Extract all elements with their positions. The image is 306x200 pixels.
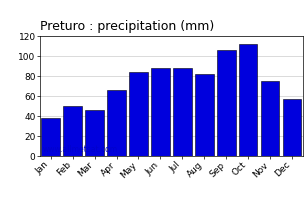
Bar [129,72,148,156]
Text: www.allmetsat.com: www.allmetsat.com [43,145,118,154]
Bar [239,44,257,156]
Bar [217,50,236,156]
Bar [173,68,192,156]
Bar [195,74,214,156]
Bar [151,68,170,156]
Bar [41,118,60,156]
Text: Preturo : precipitation (mm): Preturo : precipitation (mm) [40,20,214,33]
Bar [283,99,301,156]
Bar [107,90,126,156]
Bar [261,81,279,156]
Bar [63,106,82,156]
Bar [85,110,104,156]
